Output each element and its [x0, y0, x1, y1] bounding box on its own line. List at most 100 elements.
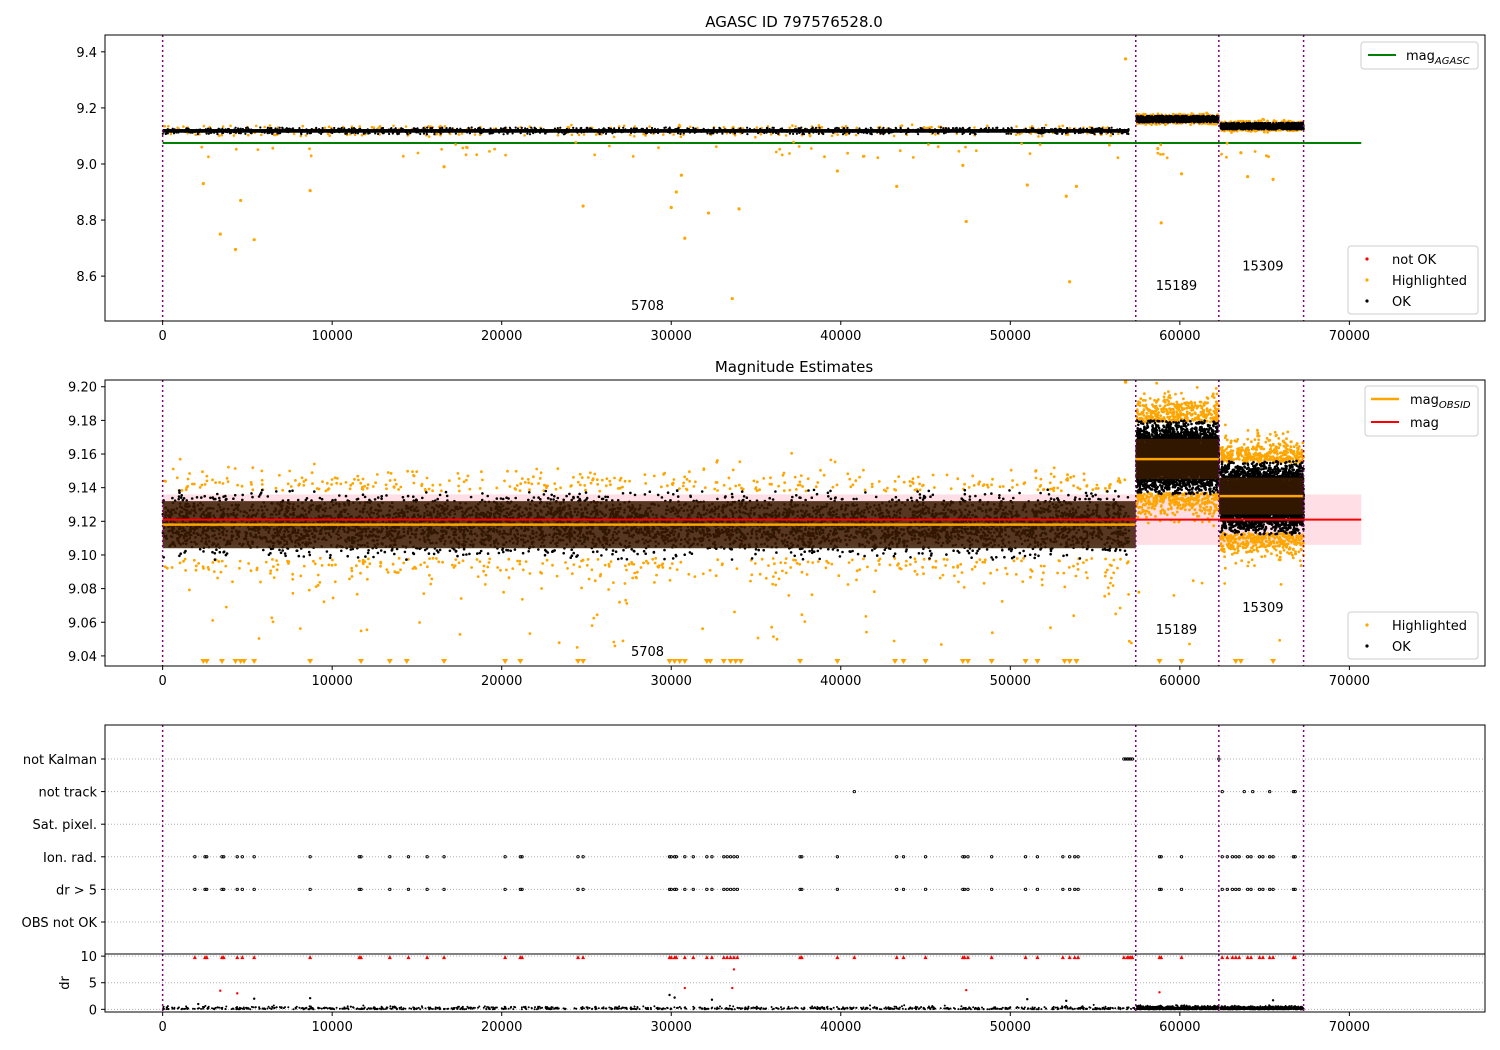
highlighted-point [1082, 561, 1085, 564]
highlighted-point [442, 165, 445, 168]
ok-point [1261, 127, 1263, 129]
ok-point [310, 129, 312, 131]
highlighted-point [669, 567, 672, 570]
highlighted-point [758, 488, 761, 491]
ok-point [818, 127, 820, 129]
highlighted-point [331, 559, 334, 562]
highlighted-point [794, 125, 797, 128]
highlighted-point [846, 152, 849, 155]
highlighted-point [694, 575, 697, 578]
ok-point [580, 127, 582, 129]
highlighted-point [923, 126, 926, 129]
ok-point [1103, 130, 1105, 132]
highlighted-point [1260, 120, 1263, 123]
ok-point [1178, 117, 1180, 119]
highlighted-point [858, 476, 861, 479]
highlighted-point [729, 487, 732, 490]
ok-point [994, 129, 996, 131]
ok-point [243, 129, 245, 131]
highlighted-point [312, 560, 315, 563]
highlighted-point [1108, 144, 1111, 147]
highlighted-point [458, 561, 461, 564]
highlighted-point [263, 126, 266, 129]
highlighted-point [1091, 488, 1094, 491]
highlighted-point [197, 562, 200, 565]
highlighted-point [271, 147, 274, 150]
highlighted-point [939, 577, 942, 580]
ok-point [357, 132, 359, 134]
highlighted-point [644, 473, 647, 476]
highlighted-point [908, 480, 911, 483]
ok-point [848, 129, 850, 131]
ok-point [1007, 130, 1009, 132]
ok-point [641, 128, 643, 130]
highlighted-point [893, 135, 896, 138]
highlighted-point [978, 558, 981, 561]
ok-point [857, 132, 859, 134]
highlighted-point [737, 207, 740, 210]
ok-point [870, 127, 872, 129]
ok-point [165, 129, 167, 131]
ok-point [1258, 128, 1260, 130]
ok-point [706, 132, 708, 134]
highlighted-point [345, 481, 348, 484]
ok-point [418, 129, 420, 131]
highlighted-point [1042, 488, 1045, 491]
highlighted-point [981, 561, 984, 564]
highlighted-point [334, 563, 337, 566]
ok-point [531, 129, 533, 131]
ok-point [561, 131, 563, 133]
ok-point [1248, 128, 1250, 130]
ok-point [287, 131, 289, 133]
highlighted-point [798, 563, 801, 566]
highlighted-point [448, 479, 451, 482]
highlighted-point [1113, 559, 1116, 562]
ok-point [572, 127, 574, 129]
highlighted-point [269, 124, 272, 127]
highlighted-point [1104, 571, 1107, 574]
highlighted-point [895, 185, 898, 188]
ok-point [808, 132, 810, 134]
highlighted-point [689, 126, 692, 129]
highlighted-point [647, 562, 650, 565]
highlighted-point [394, 479, 397, 482]
ok-point [960, 128, 962, 130]
legend-label-not-ok: not OK [1392, 253, 1437, 268]
ok-point [1243, 124, 1245, 126]
ok-point [563, 133, 565, 135]
ok-point [240, 129, 242, 131]
ok-point [526, 133, 528, 135]
highlighted-point [1117, 477, 1120, 480]
highlighted-point [851, 559, 854, 562]
highlighted-point [762, 477, 765, 480]
highlighted-point [477, 575, 480, 578]
ok-point [1100, 128, 1102, 130]
highlighted-point [518, 563, 521, 566]
highlighted-point [847, 583, 850, 586]
ok-point [479, 132, 481, 134]
highlighted-point [1157, 152, 1160, 155]
highlighted-point [532, 475, 535, 478]
ok-point [1082, 131, 1084, 133]
highlighted-point [1040, 478, 1043, 481]
highlighted-point [1086, 484, 1089, 487]
highlighted-point [879, 558, 882, 561]
highlighted-point [496, 566, 499, 569]
ok-point [866, 132, 868, 134]
highlighted-point [331, 478, 334, 481]
highlighted-point [805, 490, 808, 493]
highlighted-point [356, 475, 359, 478]
ok-point [717, 130, 719, 132]
highlighted-point [823, 155, 826, 158]
ok-point [764, 131, 766, 133]
ok-point [1198, 117, 1200, 119]
highlighted-point [206, 475, 209, 478]
ok-point [1031, 130, 1033, 132]
highlighted-point [1026, 183, 1029, 186]
highlighted-point [653, 475, 656, 478]
highlighted-point [1060, 481, 1063, 484]
ok-point [882, 133, 884, 135]
ok-point [695, 131, 697, 133]
ok-point [861, 131, 863, 133]
highlighted-point [511, 567, 514, 570]
